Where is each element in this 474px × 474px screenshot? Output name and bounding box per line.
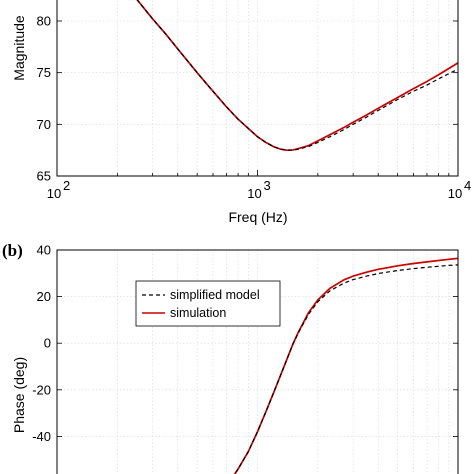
legend: simplified model simulation xyxy=(135,280,281,327)
magnitude-series-simplified-model xyxy=(136,0,458,151)
phase-ytick-label: -40 xyxy=(32,429,51,444)
phase-ylabel: Phase (deg) xyxy=(11,357,27,433)
phase-ytick-label: 0 xyxy=(44,336,51,351)
phase-series-simulation xyxy=(233,257,458,474)
magnitude-grid xyxy=(57,0,458,176)
magnitude-xtick-label: 104 xyxy=(448,178,471,201)
magnitude-axes-box xyxy=(56,0,459,177)
magnitude-ylabel: Magnitude xyxy=(11,15,27,81)
phase-series-simplified-model xyxy=(233,264,458,474)
magnitude-xtick-label-exponent: 2 xyxy=(63,178,70,193)
magnitude-xtick-label-base: 10 xyxy=(247,186,261,201)
magnitude-xtick-label-exponent: 3 xyxy=(264,178,271,193)
magnitude-ytick-label: 80 xyxy=(37,14,51,29)
phase-axes-box xyxy=(56,249,459,474)
magnitude-xtick-label-base: 10 xyxy=(448,186,462,201)
phase-series xyxy=(233,257,458,474)
legend-box xyxy=(135,280,281,327)
magnitude-ytick-label: 75 xyxy=(37,65,51,80)
magnitude-xtick-label-base: 10 xyxy=(47,186,61,201)
magnitude-series-simulation xyxy=(136,0,458,152)
phase-ytick-label: 40 xyxy=(37,243,51,258)
magnitude-xtick-label-exponent: 4 xyxy=(464,178,471,193)
magnitude-ytick-label: 65 xyxy=(37,169,51,184)
phase-ytick-label: -20 xyxy=(32,382,51,397)
legend-label-simplified-model: simplified model xyxy=(170,288,260,302)
panel-label-b: (b) xyxy=(2,241,23,260)
legend-label-simulation: simulation xyxy=(170,306,226,320)
magnitude-series xyxy=(136,0,458,152)
magnitude-xlabel: Freq (Hz) xyxy=(228,209,287,225)
magnitude-xtick-label: 103 xyxy=(247,178,270,201)
magnitude-xtick-label: 102 xyxy=(47,178,70,201)
phase-ytick-label: 20 xyxy=(37,289,51,304)
magnitude-ytick-label: 70 xyxy=(37,117,51,132)
